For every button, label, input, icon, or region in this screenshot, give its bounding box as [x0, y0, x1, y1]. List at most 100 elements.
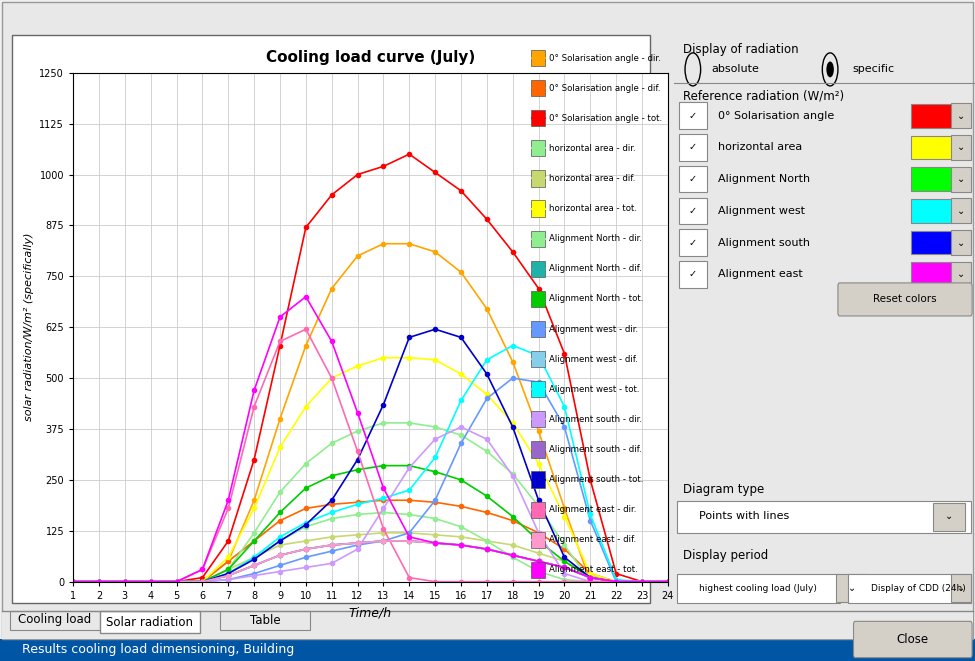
FancyBboxPatch shape	[2, 611, 973, 639]
FancyBboxPatch shape	[677, 501, 971, 533]
Text: Alignment North: Alignment North	[718, 174, 810, 184]
FancyBboxPatch shape	[679, 229, 707, 256]
Text: highest cooling load (July): highest cooling load (July)	[699, 584, 817, 593]
FancyBboxPatch shape	[952, 262, 971, 287]
Text: Alignment south - tot.: Alignment south - tot.	[549, 475, 644, 484]
Text: ⌄: ⌄	[957, 237, 965, 248]
Text: Alignment North - tot.: Alignment North - tot.	[549, 294, 644, 303]
Bar	[531, 200, 545, 217]
Bar	[531, 50, 545, 66]
Bar	[912, 231, 952, 254]
Text: ✕: ✕	[955, 642, 965, 656]
Text: ✓: ✓	[688, 174, 697, 184]
Text: Alignment east - dif.: Alignment east - dif.	[549, 535, 637, 544]
Bar	[531, 381, 545, 397]
Text: Display period: Display period	[683, 549, 768, 562]
Text: Diagram type: Diagram type	[683, 483, 764, 496]
Text: Reference radiation (W/m²): Reference radiation (W/m²)	[683, 89, 844, 102]
Text: Alignment east - tot.: Alignment east - tot.	[549, 565, 638, 574]
Text: 0° Solarisation angle - dif.: 0° Solarisation angle - dif.	[549, 84, 661, 93]
Text: Solar radiation: Solar radiation	[106, 615, 193, 629]
Text: Cooling load: Cooling load	[19, 613, 92, 627]
Circle shape	[827, 61, 834, 77]
FancyBboxPatch shape	[679, 166, 707, 192]
FancyBboxPatch shape	[2, 2, 973, 639]
Text: Alignment west - dif.: Alignment west - dif.	[549, 355, 639, 364]
Text: ⌄: ⌄	[848, 583, 856, 594]
Text: ✓: ✓	[688, 237, 697, 248]
Bar	[531, 140, 545, 157]
Text: 0° Solarisation angle: 0° Solarisation angle	[718, 110, 834, 121]
FancyBboxPatch shape	[100, 611, 200, 633]
Y-axis label: solar radiation/W/m² (specifically): solar radiation/W/m² (specifically)	[23, 233, 34, 422]
Text: specific: specific	[852, 64, 894, 75]
FancyBboxPatch shape	[679, 261, 707, 288]
FancyBboxPatch shape	[838, 283, 972, 316]
Text: 0° Solarisation angle - dir.: 0° Solarisation angle - dir.	[549, 54, 661, 63]
Text: ⌄: ⌄	[957, 583, 965, 594]
Bar	[531, 531, 545, 548]
Text: horizontal area: horizontal area	[718, 142, 802, 153]
FancyBboxPatch shape	[952, 574, 971, 602]
Text: ⌄: ⌄	[957, 142, 965, 153]
Text: Display of radiation: Display of radiation	[683, 43, 799, 56]
FancyBboxPatch shape	[836, 574, 868, 602]
Text: Display of CDD (24h): Display of CDD (24h)	[871, 584, 965, 593]
Text: ⌄: ⌄	[957, 206, 965, 216]
FancyBboxPatch shape	[658, 35, 968, 603]
X-axis label: Time/h: Time/h	[349, 606, 392, 619]
FancyBboxPatch shape	[952, 167, 971, 192]
Text: Table: Table	[250, 613, 281, 627]
Text: horizontal area - tot.: horizontal area - tot.	[549, 204, 638, 213]
FancyBboxPatch shape	[220, 611, 310, 630]
Text: Alignment east: Alignment east	[718, 269, 802, 280]
Text: Alignment North - dif.: Alignment North - dif.	[549, 264, 643, 273]
FancyBboxPatch shape	[952, 230, 971, 255]
FancyBboxPatch shape	[10, 611, 100, 630]
Text: horizontal area - dif.: horizontal area - dif.	[549, 174, 636, 183]
Text: ⌄: ⌄	[945, 510, 953, 521]
Text: Points with lines: Points with lines	[699, 510, 790, 521]
Bar	[531, 260, 545, 277]
FancyBboxPatch shape	[12, 35, 650, 603]
Text: Alignment south: Alignment south	[718, 237, 810, 248]
Text: Close: Close	[897, 633, 929, 646]
Bar	[912, 262, 952, 286]
Text: Results cooling load dimensioning, Building: Results cooling load dimensioning, Build…	[22, 642, 294, 656]
Bar	[531, 411, 545, 428]
FancyBboxPatch shape	[853, 621, 972, 658]
Bar	[531, 110, 545, 126]
Text: Reset colors: Reset colors	[874, 294, 937, 305]
FancyBboxPatch shape	[677, 574, 840, 603]
Text: Alignment North - dir.: Alignment North - dir.	[549, 234, 643, 243]
FancyBboxPatch shape	[679, 198, 707, 224]
FancyBboxPatch shape	[848, 574, 971, 603]
Bar	[531, 171, 545, 186]
Title: Cooling load curve (July): Cooling load curve (July)	[266, 50, 475, 65]
Text: ⌄: ⌄	[957, 174, 965, 184]
Text: Alignment west - tot.: Alignment west - tot.	[549, 385, 640, 394]
FancyBboxPatch shape	[952, 135, 971, 160]
Text: ?: ?	[935, 642, 942, 656]
FancyBboxPatch shape	[952, 198, 971, 223]
Bar	[531, 471, 545, 488]
Bar	[912, 104, 952, 128]
Text: ✓: ✓	[688, 269, 697, 280]
FancyBboxPatch shape	[0, 639, 975, 661]
Text: Alignment west: Alignment west	[718, 206, 804, 216]
Bar	[531, 231, 545, 247]
Bar	[531, 291, 545, 307]
Bar	[531, 351, 545, 368]
Text: horizontal area - dir.: horizontal area - dir.	[549, 144, 636, 153]
Bar	[531, 562, 545, 578]
FancyBboxPatch shape	[952, 103, 971, 128]
Text: Alignment south - dif.: Alignment south - dif.	[549, 445, 643, 454]
Bar	[912, 167, 952, 191]
Text: Alignment east - dir.: Alignment east - dir.	[549, 505, 637, 514]
Bar	[912, 199, 952, 223]
Text: 0° Solarisation angle - tot.: 0° Solarisation angle - tot.	[549, 114, 662, 123]
Text: ✓: ✓	[688, 142, 697, 153]
Text: ⌄: ⌄	[957, 110, 965, 121]
Bar	[531, 80, 545, 97]
Text: Alignment west - dir.: Alignment west - dir.	[549, 325, 639, 334]
